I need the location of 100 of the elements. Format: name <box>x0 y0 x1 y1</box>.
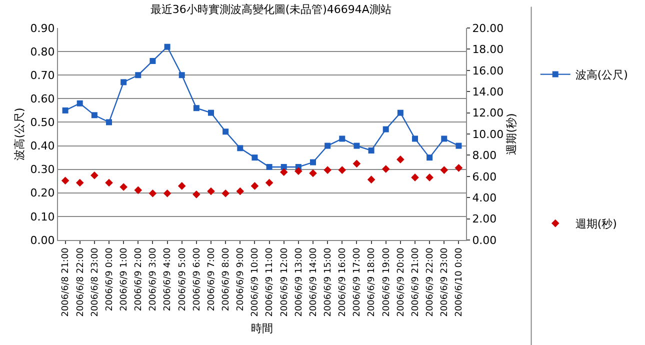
y2-tick-label: 18.00 <box>472 43 504 56</box>
point <box>250 182 259 190</box>
legend-label: 波高(公尺) <box>575 68 628 82</box>
y2-tick-label: 14.00 <box>472 85 504 98</box>
point <box>426 154 433 161</box>
y-axis-title: 波高(公尺) <box>12 108 26 160</box>
y-tick-label: 0.20 <box>30 186 55 200</box>
point <box>309 169 317 178</box>
x-tick-label: 2006/6/9 3:00 <box>148 247 159 312</box>
point <box>90 171 98 180</box>
y2-tick-label: 6.00 <box>472 170 497 184</box>
point <box>150 58 156 64</box>
point <box>178 72 185 78</box>
y-tick-label: 0.10 <box>30 210 55 224</box>
point <box>339 136 346 142</box>
legend-label: 週期(秒) <box>575 218 617 231</box>
point <box>324 142 331 149</box>
x-tick-label: 2006/6/10 0:00 <box>454 247 465 317</box>
point <box>164 44 170 50</box>
point <box>76 100 83 106</box>
point <box>61 176 70 185</box>
x-tick-label: 2006/6/9 9:00 <box>236 247 246 312</box>
y2-tick-label: 12.00 <box>472 106 504 120</box>
point <box>396 156 404 164</box>
point <box>163 189 172 198</box>
x-tick-label: 2006/6/9 23:00 <box>440 247 450 317</box>
point <box>310 159 316 166</box>
point <box>62 107 68 114</box>
point <box>222 128 229 135</box>
point <box>280 164 287 170</box>
point <box>148 189 157 198</box>
x-tick-label: 2006/6/9 19:00 <box>382 247 392 317</box>
point <box>440 166 448 174</box>
y2-tick-label: 16.00 <box>472 64 504 78</box>
point <box>324 166 332 174</box>
x-tick-label: 2006/6/9 13:00 <box>294 247 304 317</box>
y2-tick-label: 4.00 <box>472 191 497 204</box>
point <box>441 136 448 142</box>
x-tick-label: 2006/6/9 15:00 <box>323 247 334 317</box>
point <box>208 110 214 116</box>
x-tick-label: 2006/6/9 14:00 <box>308 247 319 317</box>
point <box>412 136 418 142</box>
point <box>236 187 244 196</box>
point <box>456 142 462 149</box>
x-tick-label: 2006/6/9 22:00 <box>425 247 436 317</box>
x-tick-label: 2006/6/9 4:00 <box>163 247 174 312</box>
x-tick-label: 2006/6/8 21:00 <box>61 247 72 317</box>
y-tick-label: 0.30 <box>30 163 55 176</box>
x-tick-label: 2006/6/9 11:00 <box>265 247 276 317</box>
x-tick-label: 2006/6/8 23:00 <box>90 247 100 317</box>
point <box>280 168 288 176</box>
x-tick-label: 2006/6/9 8:00 <box>221 247 232 312</box>
x-tick-label: 2006/6/9 2:00 <box>134 247 144 312</box>
y2-tick-label: 2.00 <box>472 212 497 226</box>
y-tick-label: 0.70 <box>30 68 55 82</box>
y-tick-label: 0.50 <box>30 116 55 130</box>
point <box>397 110 404 116</box>
point <box>252 154 258 161</box>
x-tick-label: 2006/6/9 10:00 <box>250 247 261 317</box>
point <box>382 126 389 132</box>
x-tick-label: 2006/6/9 5:00 <box>178 247 188 312</box>
x-tick-label: 2006/6/9 6:00 <box>192 247 202 312</box>
point <box>193 105 200 112</box>
x-tick-label: 2006/6/9 7:00 <box>206 247 217 312</box>
x-tick-label: 2006/6/8 22:00 <box>76 247 86 317</box>
point <box>76 178 84 187</box>
x-tick-label: 2006/6/9 12:00 <box>280 247 290 317</box>
x-tick-label: 2006/6/9 1:00 <box>119 247 130 312</box>
point <box>222 189 230 198</box>
point <box>265 178 274 187</box>
y-tick-label: 0.40 <box>30 140 55 153</box>
x-tick-label: 2006/6/9 21:00 <box>410 247 421 317</box>
point <box>354 142 360 149</box>
point <box>426 174 434 182</box>
point <box>178 182 186 190</box>
x-tick-label: 2006/6/9 0:00 <box>104 247 115 312</box>
point <box>338 166 346 174</box>
x-tick-label: 2006/6/9 17:00 <box>352 247 363 317</box>
point <box>454 164 463 172</box>
point <box>368 147 374 154</box>
x-tick-label: 2006/6/9 18:00 <box>367 247 378 317</box>
point <box>120 183 128 191</box>
point <box>237 145 244 152</box>
point <box>134 186 142 194</box>
y2-tick-label: 10.00 <box>472 128 504 141</box>
y-tick-label: 0.90 <box>30 22 55 35</box>
y-tick-label: 0.00 <box>30 234 55 247</box>
y-tick-label: 0.60 <box>30 92 55 106</box>
y2-tick-label: 0.00 <box>472 234 497 247</box>
y2-axis-title: 週期(秒) <box>504 113 518 155</box>
chart-title: 最近36小時實測波高變化圖(未品管)46694A測站 <box>150 2 392 16</box>
y2-tick-label: 8.00 <box>472 149 497 162</box>
y2-tick-label: 20.00 <box>472 22 504 35</box>
point <box>382 165 390 173</box>
point <box>266 164 272 170</box>
point <box>294 167 302 175</box>
point <box>105 178 113 187</box>
point <box>352 160 361 168</box>
point <box>106 119 112 126</box>
x-tick-label: 2006/6/9 16:00 <box>338 247 348 317</box>
